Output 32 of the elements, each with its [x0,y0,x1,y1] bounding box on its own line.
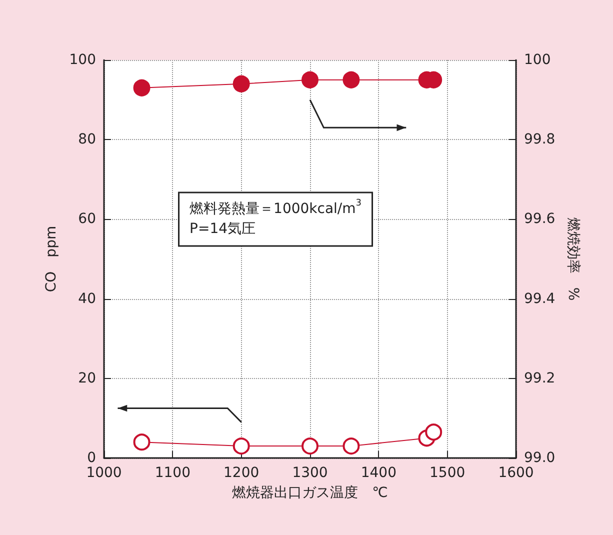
x-tick-label: 1300 [292,465,328,481]
point [302,71,318,88]
point [133,79,150,96]
point [342,71,360,88]
x-tick-label: 1500 [430,465,466,481]
y2-tick-label: 99.8 [524,132,556,148]
y2-axis-title: 燃焼効率 % [565,217,582,301]
y-tick-label: 80 [78,132,96,148]
y-tick-label: 40 [78,290,96,307]
y2-tick-label: 99.0 [524,450,556,466]
y2-tick-label: 99.2 [524,370,556,386]
y-tick-label: 60 [78,211,96,228]
y2-tick-label: 99.6 [524,211,556,228]
point [302,438,318,455]
y-tick-label: 20 [78,370,96,386]
y-axis-title: CO ppm [43,226,60,292]
point [133,434,150,451]
point [342,438,360,455]
annotation: P=14気圧 [190,221,256,238]
y2-tick-label: 100 [524,52,551,68]
x-tick-label: 1200 [224,465,260,481]
x-tick-label: 1600 [498,465,534,481]
y-tick-label: 0 [87,450,96,466]
x-axis-title: 燃焼器出口ガス温度 ℃ [232,485,388,501]
x-tick-label: 1400 [360,465,396,481]
x-tick-label: 1100 [154,465,190,481]
point [425,424,442,441]
y2-tick-label: 99.4 [524,290,556,307]
point [232,438,250,455]
x-tick-label: 1000 [86,465,122,481]
y-tick-label: 100 [69,52,96,68]
point [232,75,250,92]
